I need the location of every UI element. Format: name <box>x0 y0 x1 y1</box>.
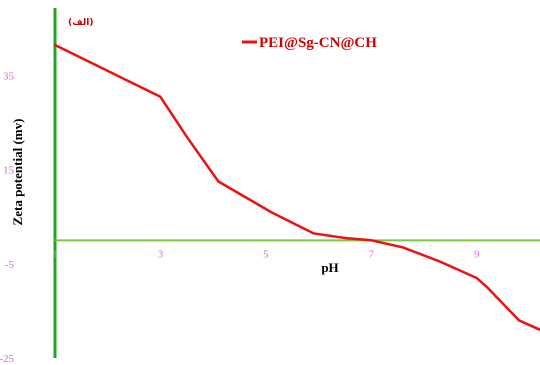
x-tick-label: 1 <box>52 248 58 260</box>
x-tick-label: 9 <box>474 248 480 260</box>
series-lines <box>53 43 540 332</box>
y-tick-label: -25 <box>0 353 14 365</box>
legend-label: PEI@Sg-CN@CH <box>259 35 377 51</box>
y-tick-label: 35 <box>3 71 15 83</box>
y-tick-label: 15 <box>3 165 15 177</box>
x-axis-title: pH <box>321 260 338 275</box>
y-axis-title: Zeta potential (mv) <box>10 119 25 226</box>
series-line <box>53 43 540 332</box>
panel-label: (الف) <box>68 18 93 28</box>
x-tick-label: 5 <box>263 248 269 260</box>
legend: PEI@Sg-CN@CH <box>242 35 377 51</box>
x-tick-label: 7 <box>369 248 375 260</box>
y-tick-label: -5 <box>5 259 15 271</box>
axes <box>53 8 540 358</box>
x-tick-label: 3 <box>158 248 164 260</box>
